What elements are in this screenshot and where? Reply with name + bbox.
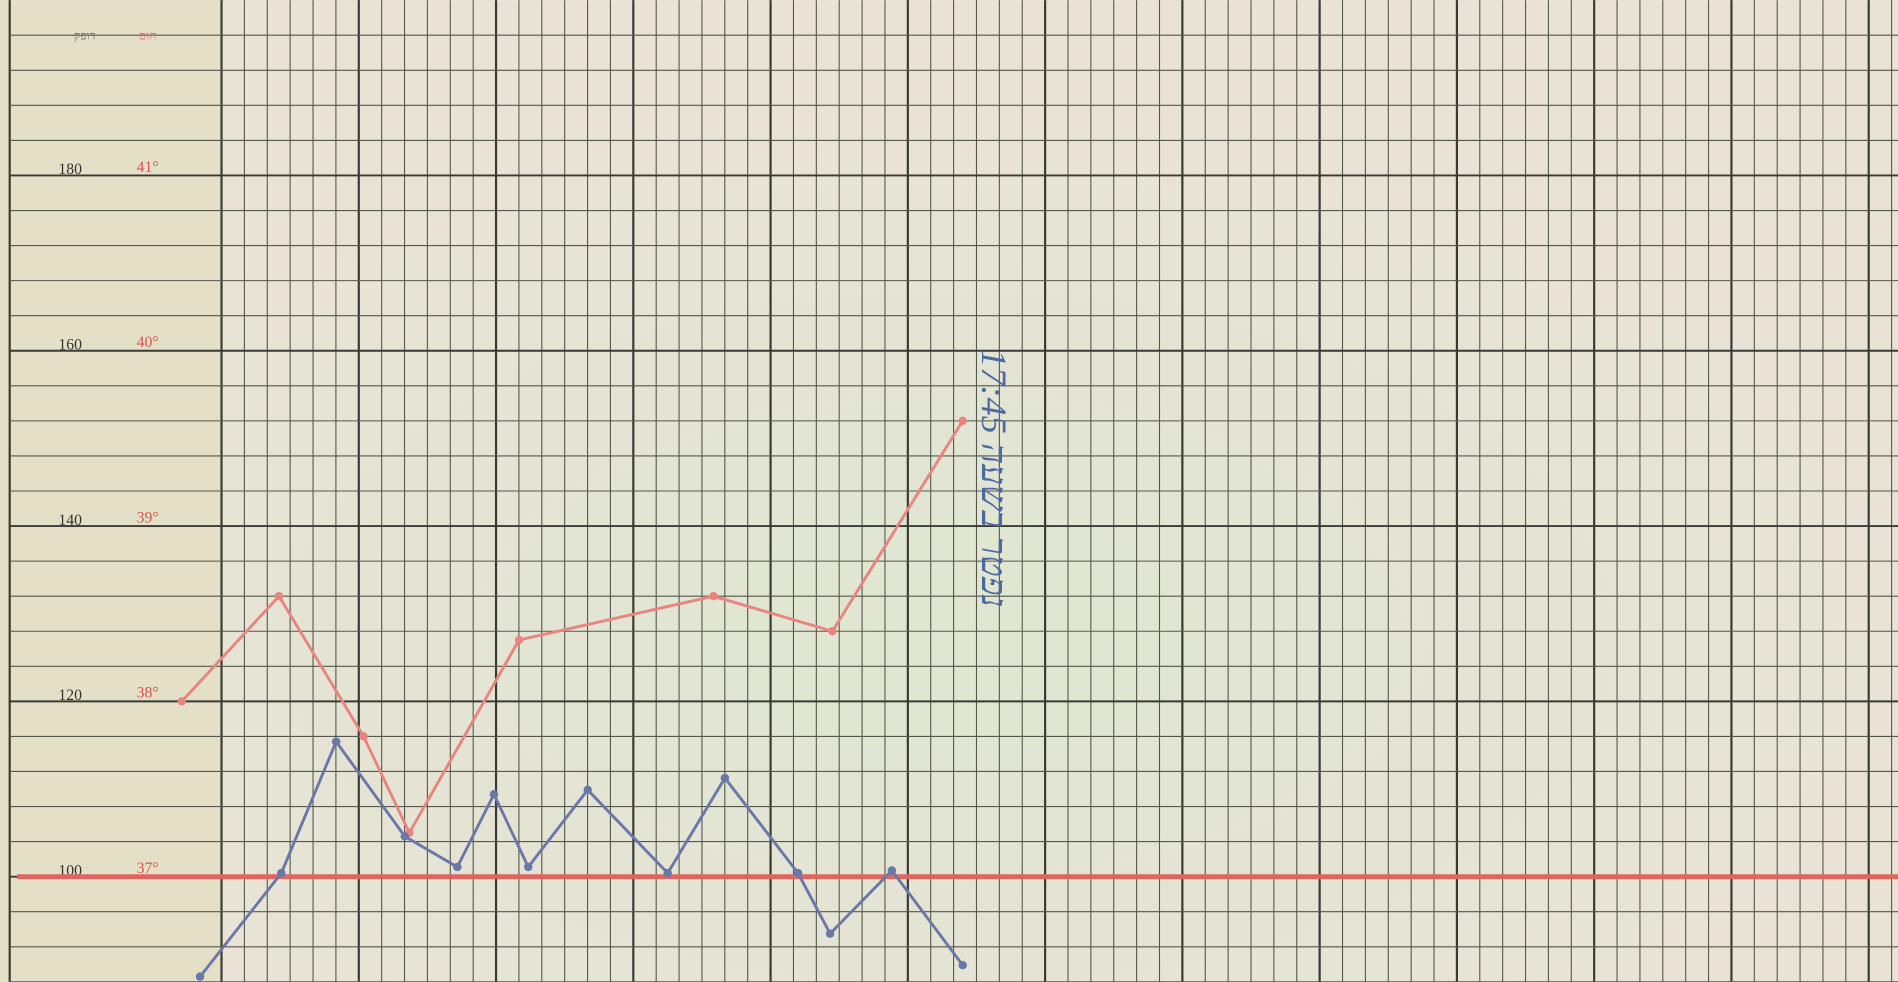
- data-point: [277, 868, 286, 878]
- data-point: [359, 732, 368, 741]
- series-line: [198, 740, 964, 978]
- data-point: [331, 737, 341, 746]
- temperature-tick-label: 38°: [137, 685, 159, 702]
- temperature-tick-label: 41°: [137, 159, 159, 176]
- temperature-tick-label: 37°: [137, 860, 159, 877]
- pulse-header: דופק: [74, 28, 96, 42]
- data-point: [514, 635, 524, 645]
- data-point: [887, 866, 897, 875]
- data-point: [958, 416, 967, 426]
- data-point: [524, 862, 533, 872]
- data-point: [720, 773, 730, 783]
- data-point: [709, 591, 718, 601]
- data-point: [489, 790, 499, 799]
- data-point: [793, 868, 803, 878]
- data-point: [583, 785, 592, 795]
- data-point: [195, 972, 205, 981]
- data-point: [453, 862, 462, 872]
- data-point: [825, 929, 835, 938]
- pulse-tick-label: 140: [58, 512, 82, 529]
- data-point: [177, 697, 187, 706]
- data-point: [958, 960, 967, 970]
- temperature-header: חום: [139, 28, 157, 42]
- data-point: [274, 591, 284, 601]
- data-point: [663, 868, 672, 878]
- series-line: [180, 420, 964, 835]
- data-point: [828, 627, 837, 636]
- temperature-tick-label: 40°: [137, 334, 159, 351]
- temperature-tick-label: 39°: [137, 509, 159, 526]
- pulse-tick-label: 180: [58, 161, 82, 178]
- pulse-tick-label: 160: [58, 337, 82, 354]
- pulse-tick-label: 120: [58, 687, 82, 704]
- data-point: [400, 832, 409, 841]
- handwritten-note: נפטר בשעה 17:45: [974, 349, 1014, 607]
